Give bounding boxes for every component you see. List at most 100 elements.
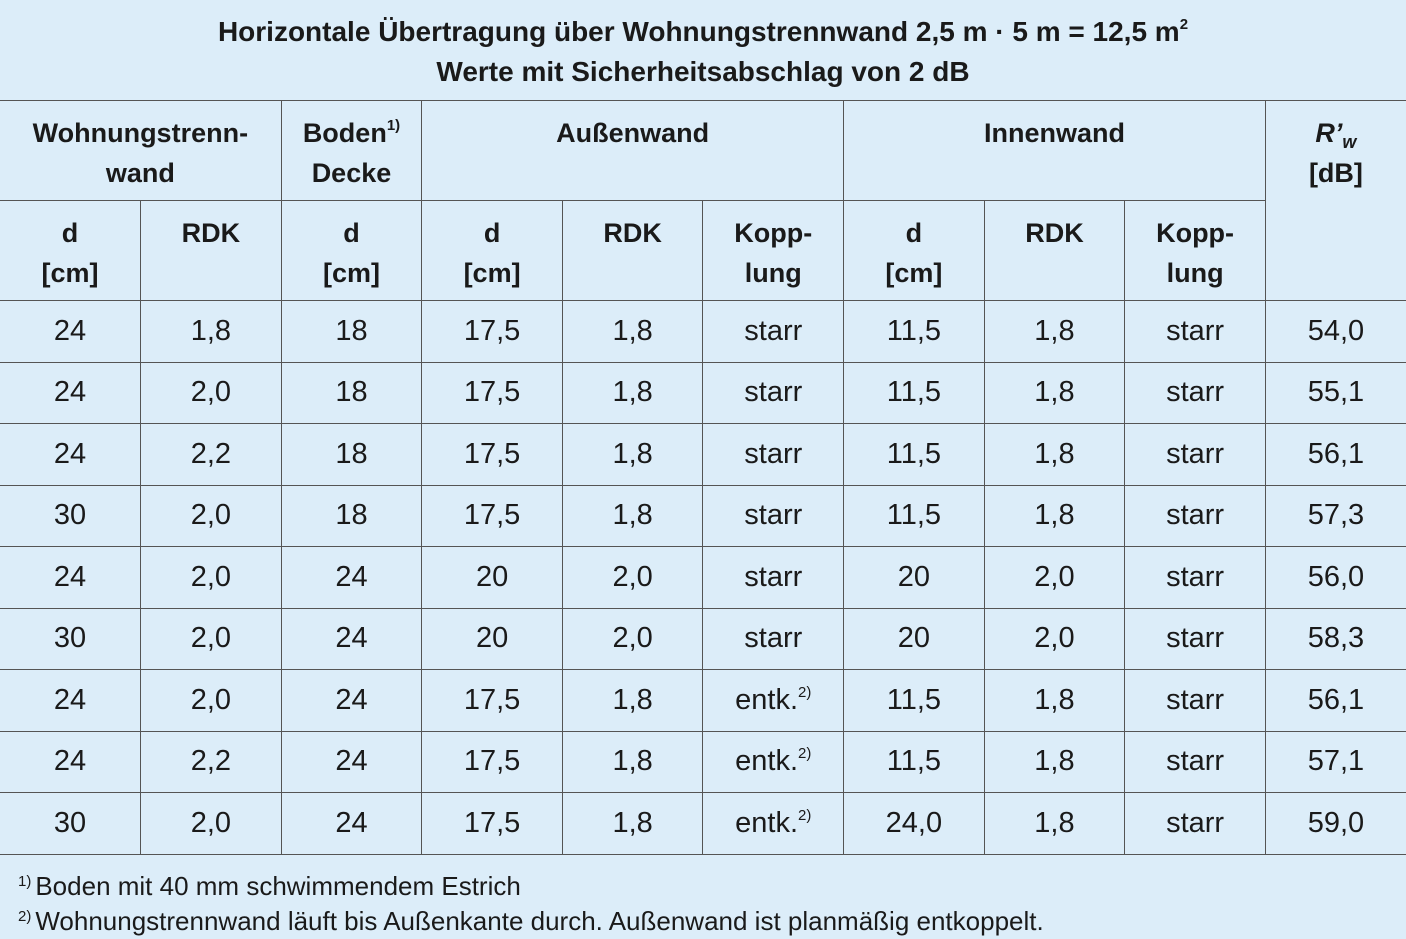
table-cell: starr bbox=[1124, 546, 1266, 609]
table-row: 30 2,0 24 20 2,0 starr 20 2,0 starr 58,3 bbox=[0, 607, 1406, 670]
table-cell: 24 bbox=[0, 546, 142, 609]
header-line: Wohnungstrenn- bbox=[0, 113, 281, 153]
table-cell: 1,8 bbox=[140, 300, 282, 363]
table-row: 30 2,0 18 17,5 1,8 starr 11,5 1,8 starr 57,3 bbox=[0, 484, 1406, 547]
table-cell: 20 bbox=[421, 546, 563, 609]
table-cell: 24 bbox=[0, 300, 142, 363]
header-line: lung bbox=[744, 258, 802, 288]
table-cell: 20 bbox=[843, 607, 985, 670]
table-cell: 11,5 bbox=[843, 730, 985, 793]
title: Horizontale Übertragung über Wohnungstre… bbox=[0, 0, 1406, 100]
table-cell: 57,1 bbox=[1264, 730, 1406, 793]
cell-text: entk. bbox=[735, 683, 799, 716]
table-cell: 2,0 bbox=[140, 607, 282, 670]
table-cell: 17,5 bbox=[421, 792, 563, 855]
table-cell: 24 bbox=[280, 669, 423, 732]
column-header: d [cm] bbox=[280, 200, 423, 301]
table-cell: 2,0 bbox=[140, 361, 282, 424]
header-line: RDK bbox=[1025, 218, 1084, 248]
cell-text: starr bbox=[744, 437, 803, 470]
header-text: Decke bbox=[311, 158, 392, 188]
table-cell: 24 bbox=[280, 546, 423, 609]
cell-text: entk. bbox=[735, 745, 799, 778]
header-text: Innenwand bbox=[983, 118, 1125, 148]
cell-text: starr bbox=[744, 314, 803, 347]
title-text: Horizontale Übertragung über Wohnungstre… bbox=[217, 16, 1180, 47]
table-cell: 2,0 bbox=[140, 792, 282, 855]
header-text: wand bbox=[105, 158, 175, 188]
table-cell: 54,0 bbox=[1264, 300, 1406, 363]
column-header: RDK bbox=[983, 200, 1126, 301]
table-cell: starr bbox=[702, 607, 845, 670]
table-row: 24 2,2 18 17,5 1,8 starr 11,5 1,8 starr 56,1 bbox=[0, 423, 1406, 486]
header-line: [cm] bbox=[41, 258, 99, 288]
table-cell: 18 bbox=[280, 361, 423, 424]
table-cell: 1,8 bbox=[983, 792, 1126, 855]
footnote: 1) Boden mit 40 mm schwimmendem Estrich bbox=[18, 869, 1406, 904]
table-cell: 30 bbox=[0, 484, 142, 547]
header-line: Kopp- bbox=[1156, 218, 1235, 248]
header-cell: R’w [dB] bbox=[1264, 100, 1406, 301]
table-cell: 20 bbox=[843, 546, 985, 609]
table-cell: starr bbox=[702, 300, 845, 363]
header-text: Außenwand bbox=[556, 118, 710, 148]
header-line: R’w bbox=[1266, 113, 1406, 153]
table-cell: 24 bbox=[0, 669, 142, 732]
table-cell: 20 bbox=[421, 607, 563, 670]
table-cell: starr bbox=[1124, 669, 1266, 732]
table-cell: 30 bbox=[0, 607, 142, 670]
table-cell: starr bbox=[1124, 300, 1266, 363]
footnote-ref: 2) bbox=[798, 806, 812, 824]
table-cell: entk.2) bbox=[702, 792, 845, 855]
header-text: [dB] bbox=[1308, 158, 1363, 188]
table-cell: 17,5 bbox=[421, 423, 563, 486]
table-cell: 1,8 bbox=[561, 730, 704, 793]
table-row: 24 1,8 18 17,5 1,8 starr 11,5 1,8 starr 54,0 bbox=[0, 300, 1406, 363]
table-cell: 2,0 bbox=[140, 546, 282, 609]
footnote-mark: 1) bbox=[18, 872, 32, 890]
table-cell: 24 bbox=[280, 792, 423, 855]
cell-text: starr bbox=[744, 622, 803, 655]
header-line: lung bbox=[1166, 258, 1224, 288]
header-line: Außenwand bbox=[422, 113, 843, 153]
subtitle: Werte mit Sicherheitsabschlag von 2 dB bbox=[436, 56, 970, 87]
table-cell: 24 bbox=[280, 607, 423, 670]
header-cell: Innenwand bbox=[843, 100, 1266, 201]
footnote-ref: 1) bbox=[386, 117, 401, 134]
table-cell: starr bbox=[702, 546, 845, 609]
table-cell: 11,5 bbox=[843, 300, 985, 363]
table-cell: 1,8 bbox=[561, 361, 704, 424]
table-cell: 56,1 bbox=[1264, 669, 1406, 732]
table-cell: 30 bbox=[0, 792, 142, 855]
header-line: Kopp- bbox=[734, 218, 813, 248]
table-cell: 1,8 bbox=[561, 423, 704, 486]
table-cell: 56,1 bbox=[1264, 423, 1406, 486]
data-table: Wohnungstrenn-wand Boden1) Decke Außenwand I… bbox=[0, 100, 1406, 855]
footnote-ref: 2) bbox=[798, 745, 812, 763]
header-line: Boden1) bbox=[282, 113, 422, 153]
table-cell: 11,5 bbox=[843, 669, 985, 732]
header-cell: Wohnungstrenn-wand bbox=[0, 100, 282, 201]
table-cell: 11,5 bbox=[843, 361, 985, 424]
table-cell: 1,8 bbox=[983, 423, 1126, 486]
table-cell: 17,5 bbox=[421, 730, 563, 793]
column-header: d [cm] bbox=[421, 200, 563, 301]
header-text: Boden bbox=[302, 118, 387, 148]
header-line: RDK bbox=[181, 218, 241, 248]
column-header: RDK bbox=[140, 200, 282, 301]
footnote-mark: 2) bbox=[18, 907, 32, 925]
table-cell: 17,5 bbox=[421, 484, 563, 547]
cell-text: starr bbox=[744, 376, 803, 409]
table-cell: 17,5 bbox=[421, 361, 563, 424]
table-cell: entk.2) bbox=[702, 730, 845, 793]
table-cell: 1,8 bbox=[561, 669, 704, 732]
header-line: wand bbox=[0, 153, 281, 193]
table-cell: 18 bbox=[280, 484, 423, 547]
table-cell: 24 bbox=[0, 423, 142, 486]
table-row: 24 2,2 24 17,5 1,8 entk.2) 11,5 1,8 starr 57,1 bbox=[0, 730, 1406, 793]
table-cell: 2,2 bbox=[140, 730, 282, 793]
table-cell: 18 bbox=[280, 423, 423, 486]
header-line: d bbox=[905, 218, 923, 248]
header-line: Decke bbox=[282, 153, 422, 193]
